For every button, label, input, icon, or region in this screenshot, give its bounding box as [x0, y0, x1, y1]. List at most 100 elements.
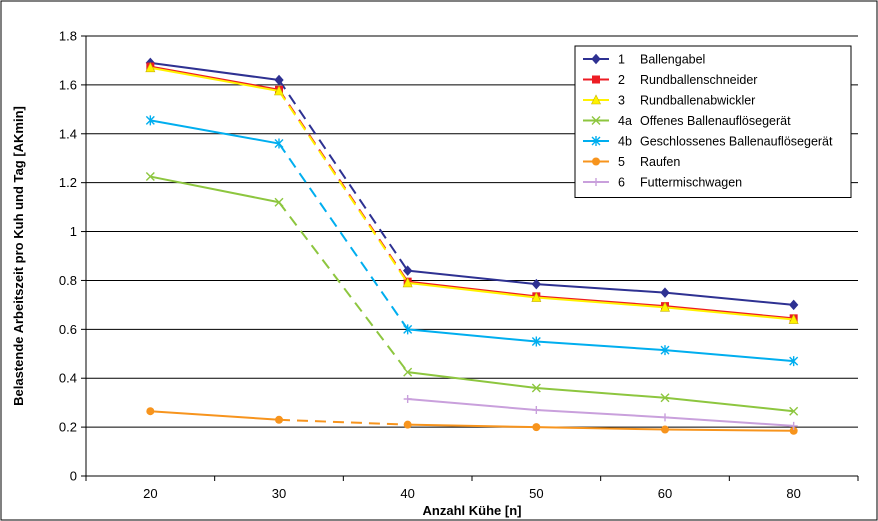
y-tick-label: 0.4 — [59, 371, 77, 386]
legend-label: Ballengabel — [640, 53, 705, 67]
series-4b-segment — [150, 119, 280, 145]
data-point-4b — [660, 345, 670, 356]
series-1 — [145, 57, 799, 311]
data-point-4b — [789, 356, 799, 367]
data-point-5 — [403, 420, 412, 429]
legend-id: 4b — [618, 135, 632, 149]
y-tick-label: 0 — [70, 469, 77, 484]
legend-id: 3 — [618, 94, 625, 108]
data-point-4b — [274, 138, 284, 149]
y-tick-label: 1.6 — [59, 77, 77, 92]
data-point-6 — [403, 395, 412, 403]
legend-id: 2 — [618, 73, 625, 87]
data-point-4b — [145, 115, 155, 126]
series-6-segment — [664, 416, 794, 427]
data-point-5 — [661, 425, 669, 434]
data-point-4b — [531, 336, 541, 347]
series-4b-segment — [664, 349, 794, 363]
legend-label: Futtermischwagen — [640, 176, 742, 190]
legend-label: Raufen — [640, 155, 680, 169]
data-point-3 — [531, 291, 542, 302]
y-tick-label: 0.2 — [59, 420, 77, 435]
data-point-6 — [661, 413, 669, 422]
legend-item-4b: 4b Geschlossenes Ballenauflösegerät — [583, 135, 833, 149]
data-point-5 — [789, 426, 798, 435]
series-4b-segment — [278, 142, 409, 330]
y-tick-label: 1.4 — [59, 126, 77, 141]
data-point-4b — [403, 324, 413, 335]
series-2-segment — [664, 305, 794, 320]
data-point-4a — [531, 383, 541, 393]
data-point-1 — [660, 287, 670, 298]
data-point-6 — [532, 406, 541, 414]
legend-id: 5 — [618, 155, 625, 169]
legend-marker-2 — [592, 75, 600, 84]
series-6-segment — [407, 398, 537, 411]
series-4b — [145, 115, 799, 367]
legend-id: 1 — [618, 53, 625, 67]
legend-marker-4a — [591, 116, 601, 125]
series-2-segment — [150, 65, 280, 91]
x-tick-label: 80 — [786, 486, 800, 501]
legend-label: Geschlossenes Ballenauflösegerät — [640, 135, 833, 149]
legend-item-2: 2 Rundballenschneider — [583, 73, 757, 87]
legend-label: Rundballenschneider — [640, 73, 757, 87]
series-2-segment — [407, 280, 537, 298]
data-point-3 — [660, 301, 670, 312]
legend-label: Offenes Ballenauflösegerät — [640, 114, 791, 128]
legend-id: 6 — [618, 176, 625, 190]
series-3-segment — [150, 66, 280, 92]
series-4a — [145, 172, 799, 416]
x-tick-label: 60 — [658, 486, 672, 501]
data-point-5 — [146, 407, 155, 416]
legend-marker-3 — [591, 94, 601, 105]
series-1-segment — [150, 61, 280, 81]
legend: 1 Ballengabel 2 Rundballenschneider 3 Rundbal… — [574, 45, 852, 198]
series-4a-segment — [407, 371, 537, 389]
series-5-segment — [536, 426, 666, 431]
y-tick-label: 1 — [70, 224, 77, 239]
data-point-4a — [274, 197, 284, 207]
series-5 — [146, 407, 798, 435]
series-5-segment — [407, 423, 537, 429]
legend-box — [574, 45, 852, 198]
x-axis-title: Anzahl Kühe [n] — [423, 503, 522, 518]
x-tick-label: 20 — [143, 486, 157, 501]
series-1-segment — [407, 269, 537, 286]
legend-item-4a: 4a Offenes Ballenauflösegerät — [583, 114, 791, 128]
legend-marker-5 — [592, 157, 600, 166]
data-point-3 — [145, 62, 156, 73]
data-point-1 — [274, 74, 284, 86]
series-4a-segment — [150, 175, 280, 204]
data-point-3 — [274, 85, 284, 96]
series-5-segment — [664, 428, 794, 432]
y-axis-title: Belastende Arbeitszeit pro Kuh und Tag [… — [11, 106, 26, 406]
y-tick-label: 0.6 — [59, 322, 77, 337]
data-point-3 — [788, 313, 799, 324]
x-tick-label: 30 — [272, 486, 286, 501]
series-4a-segment — [664, 396, 794, 413]
series-4b-segment — [407, 328, 537, 343]
x-tick-label: 40 — [400, 486, 414, 501]
series-6-segment — [536, 409, 666, 419]
series-5-segment — [278, 418, 408, 426]
series-3-segment — [536, 296, 666, 309]
data-point-4a — [145, 172, 155, 182]
legend-item-3: 3 Rundballenabwickler — [583, 94, 755, 108]
series-layer — [145, 57, 799, 435]
series-4b-segment — [536, 340, 666, 352]
data-point-1 — [788, 299, 799, 311]
series-3 — [145, 62, 799, 324]
data-point-5 — [532, 423, 541, 432]
data-point-4a — [789, 406, 799, 416]
legend-marker-4b — [591, 136, 601, 146]
legend-item-6: 6 Futtermischwagen — [583, 176, 742, 190]
legend-id: 4a — [618, 114, 632, 128]
data-point-3 — [402, 277, 413, 288]
x-tick-label: 50 — [529, 486, 543, 501]
axes: 0 0.2 0.4 0.6 0.8 1 1.2 1.4 1.6 1.8 20 30 40 50 60 80 — [59, 29, 859, 501]
y-tick-label: 1.2 — [59, 175, 77, 190]
series-1-segment — [664, 291, 794, 306]
